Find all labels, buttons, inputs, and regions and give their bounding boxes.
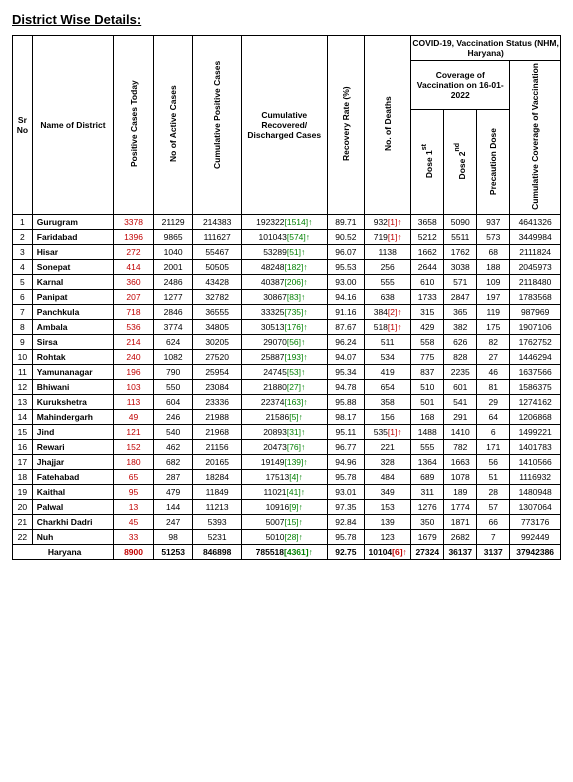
col-active: No of Active Cases	[153, 36, 193, 215]
table-head: Sr No Name of District Positive Cases To…	[13, 36, 561, 215]
table-row: 18Fatehabad652871828417513[4]↑95.7848468…	[13, 469, 561, 484]
district-name: Hisar	[32, 244, 113, 259]
table-row: 1Gurugram337821129214383192322[1514]↑89.…	[13, 214, 561, 229]
district-name: Sonepat	[32, 259, 113, 274]
district-name: Kaithal	[32, 484, 113, 499]
district-name: Kurukshetra	[32, 394, 113, 409]
district-name: Mahindergarh	[32, 409, 113, 424]
table-row: 10Rohtak24010822752025887[193]↑94.075347…	[13, 349, 561, 364]
table-row: 7Panchkula71828463655533325[735]↑91.1638…	[13, 304, 561, 319]
district-name: Haryana	[13, 544, 114, 559]
district-name: Rewari	[32, 439, 113, 454]
col-coverage-header: Coverage of Vaccination on 16-01-2022	[411, 61, 510, 110]
table-row: 20Palwal131441121310916[9]↑97.3515312761…	[13, 499, 561, 514]
district-name: Bhiwani	[32, 379, 113, 394]
col-name: Name of District	[32, 36, 113, 215]
table-row: 13Kurukshetra1136042333622374[163]↑95.88…	[13, 394, 561, 409]
table-row: 14Mahindergarh492462198821586[5]↑98.1715…	[13, 409, 561, 424]
district-table: Sr No Name of District Positive Cases To…	[12, 35, 561, 560]
col-cumulative: Cumulative Positive Cases	[193, 36, 241, 215]
table-row: 8Ambala53637743480530513[176]↑87.67518[1…	[13, 319, 561, 334]
page-title: District Wise Details:	[12, 12, 561, 27]
table-row: 15Jind1215402196820893[31]↑95.11535[1]↑1…	[13, 424, 561, 439]
col-sr: Sr No	[13, 36, 33, 215]
table-row: 5Karnal36024864342840387[206]↑93.0055561…	[13, 274, 561, 289]
table-row: 4Sonepat41420015050548248[182]↑95.532562…	[13, 259, 561, 274]
table-body: 1Gurugram337821129214383192322[1514]↑89.…	[13, 214, 561, 559]
table-row: 12Bhiwani1035502308421880[27]↑94.7865451…	[13, 379, 561, 394]
col-deaths: No. of Deaths	[365, 36, 411, 215]
col-positive: Positive Cases Today	[114, 36, 154, 215]
col-precaution: Precaution Dose	[477, 110, 510, 215]
district-name: Fatehabad	[32, 469, 113, 484]
district-name: Ambala	[32, 319, 113, 334]
table-row: 19Kaithal954791184911021[41]↑93.01349311…	[13, 484, 561, 499]
district-name: Charkhi Dadri	[32, 514, 113, 529]
table-row: 17Jhajjar1806822016519149[139]↑94.963281…	[13, 454, 561, 469]
district-name: Jhajjar	[32, 454, 113, 469]
table-row: 21Charkhi Dadri4524753935007[15]↑92.8413…	[13, 514, 561, 529]
table-row: 16Rewari1524622115620473[76]↑96.77221555…	[13, 439, 561, 454]
district-name: Karnal	[32, 274, 113, 289]
district-name: Jind	[32, 424, 113, 439]
district-name: Panchkula	[32, 304, 113, 319]
district-name: Faridabad	[32, 229, 113, 244]
table-row: 9Sirsa2146243020529070[56]↑96.2451155862…	[13, 334, 561, 349]
district-name: Gurugram	[32, 214, 113, 229]
table-row: 6Panipat20712773278230867[83]↑94.1663817…	[13, 289, 561, 304]
col-dose1: Dose 1st	[411, 110, 444, 215]
table-row: 11Yamunanagar1967902595424745[53]↑95.344…	[13, 364, 561, 379]
table-row: Haryana890051253846898785518[4361]↑92.75…	[13, 544, 561, 559]
district-name: Palwal	[32, 499, 113, 514]
district-name: Rohtak	[32, 349, 113, 364]
table-row: 3Hisar27210405546753289[51]↑96.071138166…	[13, 244, 561, 259]
district-name: Yamunanagar	[32, 364, 113, 379]
col-dose2: Dose 2nd	[444, 110, 477, 215]
col-vac-header: COVID-19, Vaccination Status (NHM, Harya…	[411, 36, 561, 61]
col-rate: Recovery Rate (%)	[327, 36, 364, 215]
district-name: Nuh	[32, 529, 113, 544]
col-recovered: Cumulative Recovered/ Discharged Cases	[241, 36, 327, 215]
district-name: Sirsa	[32, 334, 113, 349]
table-row: 2Faridabad13969865111627101043[574]↑90.5…	[13, 229, 561, 244]
district-name: Panipat	[32, 289, 113, 304]
col-cum-coverage: Cumulative Coverage of Vaccination	[510, 61, 561, 215]
table-row: 22Nuh339852315010[28]↑95.781231679268279…	[13, 529, 561, 544]
